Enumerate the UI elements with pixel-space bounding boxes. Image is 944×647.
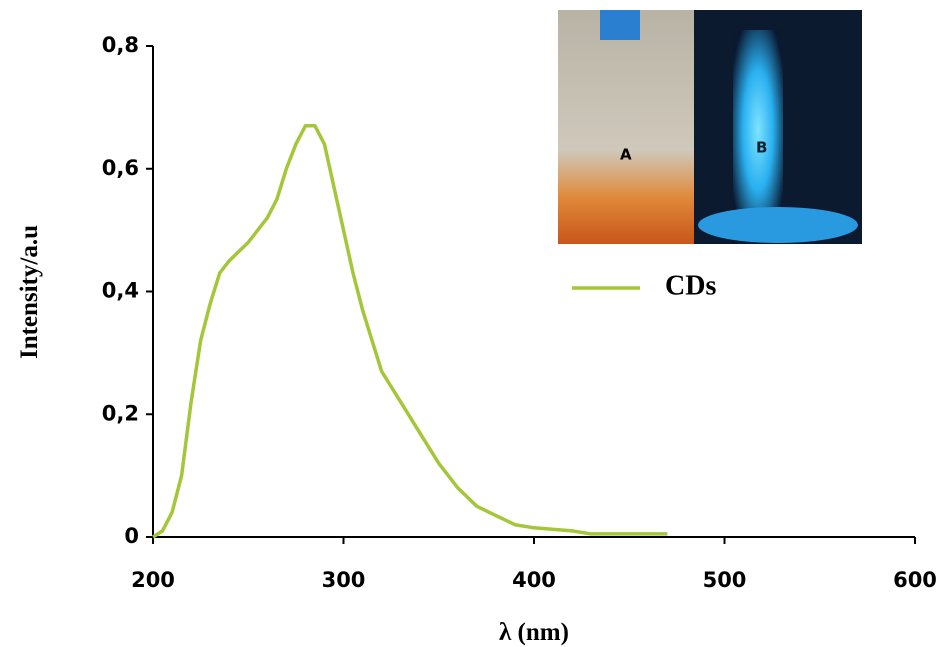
- y-axis-title: Intensity/a.u: [16, 225, 43, 359]
- y-tick-label: 0: [124, 524, 139, 548]
- vial: [733, 30, 783, 230]
- vial-base: [698, 207, 858, 243]
- x-tick-label: 300: [322, 568, 366, 592]
- inset-label: A: [620, 146, 632, 164]
- y-tick-label: 0,2: [102, 401, 139, 425]
- chart: A B λ (nm) Intensity/a.u 0 0,2 0,4 0,6 0,8 20…: [0, 0, 944, 647]
- photo-a: [558, 10, 694, 244]
- x-tick-label: 600: [893, 568, 937, 592]
- x-tick-label: 500: [703, 568, 747, 592]
- page: {"chart_data": {"type": "line", "x_label…: [0, 0, 944, 647]
- x-tick-label: 200: [131, 568, 175, 592]
- x-tick-label: 400: [512, 568, 556, 592]
- x-axis-title: λ (nm): [499, 619, 569, 646]
- y-tick-label: 0,8: [102, 33, 139, 57]
- inset-label: B: [756, 139, 767, 157]
- legend-label: CDs: [665, 270, 716, 301]
- inset-photo: A B: [558, 10, 862, 244]
- flask-cap: [600, 10, 640, 40]
- y-tick-label: 0,4: [102, 279, 139, 303]
- y-tick-label: 0,6: [102, 156, 139, 180]
